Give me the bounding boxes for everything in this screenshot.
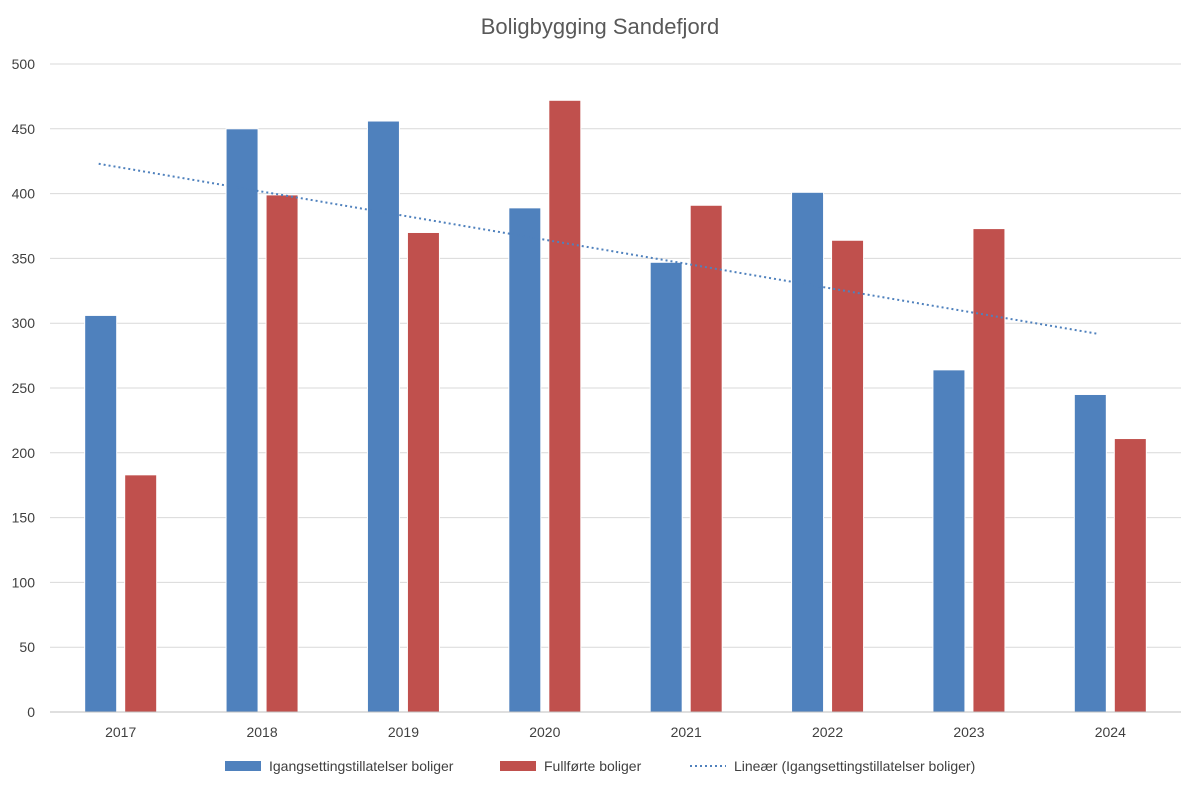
y-axis: 0 50 100 150 200 250 300 350 400 450 500 [12, 56, 36, 720]
bar-igangsetting-2022 [791, 191, 825, 713]
y-tick-label: 500 [12, 56, 36, 72]
x-axis: 2017 2018 2019 2020 2021 2022 2023 2024 [50, 711, 1181, 740]
bar-fullforte-2018 [265, 194, 299, 713]
y-tick-label: 350 [12, 250, 36, 266]
bar-fullforte-2024 [1113, 438, 1147, 713]
x-tick-label: 2017 [105, 724, 136, 740]
bar-igangsetting-2017 [84, 314, 118, 713]
y-tick-label: 250 [12, 380, 36, 396]
legend-swatch [500, 761, 536, 771]
y-tick-label: 300 [12, 315, 36, 331]
gridlines [50, 63, 1181, 648]
bar-igangsetting-2018 [225, 128, 259, 713]
legend-item-trendline: Lineær (Igangsettingstillatelser boliger… [734, 758, 975, 774]
x-tick-label: 2021 [671, 724, 702, 740]
bar-igangsetting-2024 [1073, 393, 1107, 713]
x-tick-label: 2022 [812, 724, 843, 740]
legend-item-fullforte: Fullførte boliger [544, 758, 642, 774]
bar-fullforte-2020 [548, 99, 582, 713]
y-tick-label: 450 [12, 121, 36, 137]
x-tick-label: 2018 [246, 724, 277, 740]
bar-igangsetting-2023 [932, 369, 966, 713]
trendline-layer [98, 162, 1097, 335]
chart-title: Boligbygging Sandefjord [480, 14, 720, 39]
x-tick-label: 2023 [953, 724, 984, 740]
bar-fullforte-2017 [124, 474, 158, 713]
y-tick-label: 100 [12, 574, 36, 590]
y-tick-label: 50 [19, 639, 35, 655]
legend-swatch [225, 761, 261, 771]
y-tick-label: 150 [12, 510, 36, 526]
x-tick-label: 2020 [529, 724, 560, 740]
x-tick-label: 2019 [388, 724, 419, 740]
bar-fullforte-2021 [689, 204, 723, 713]
bar-fullforte-2023 [972, 228, 1006, 713]
y-tick-label: 200 [12, 445, 36, 461]
bar-igangsetting-2021 [649, 261, 683, 713]
bar-igangsetting-2019 [366, 120, 400, 713]
x-tick-label: 2024 [1095, 724, 1126, 740]
bar-fullforte-2022 [831, 239, 865, 713]
legend: Igangsettingstillatelser boliger Fullført… [225, 758, 975, 774]
bar-igangsetting-2020 [508, 207, 542, 713]
bar-fullforte-2019 [406, 231, 440, 713]
y-tick-label: 0 [27, 704, 35, 720]
bars [84, 99, 1147, 713]
legend-item-igangsetting: Igangsettingstillatelser boliger [269, 758, 454, 774]
trendline [98, 162, 1097, 335]
y-tick-label: 400 [12, 186, 36, 202]
